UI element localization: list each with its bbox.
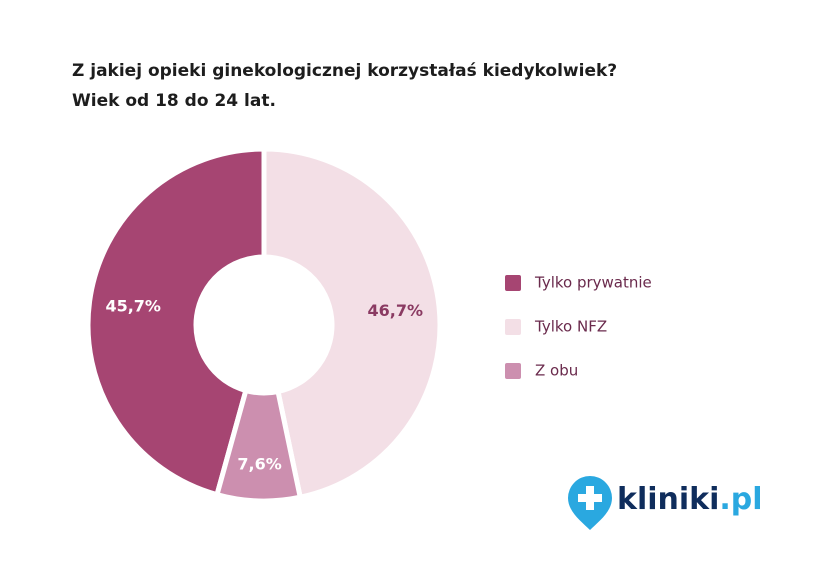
chart-subtitle: Wiek od 18 do 24 lat. xyxy=(72,91,276,111)
legend-label: Tylko NFZ xyxy=(534,318,607,336)
value-label: 46,7% xyxy=(368,301,424,320)
value-label: 7,6% xyxy=(237,454,281,473)
logo: kliniki.pl xyxy=(568,476,763,530)
legend-swatch xyxy=(505,319,521,335)
legend-swatch xyxy=(505,363,521,379)
legend-swatch xyxy=(505,275,521,291)
chart-title: Z jakiej opieki ginekologicznej korzysta… xyxy=(72,61,617,81)
slice xyxy=(213,387,304,504)
logo-text: kliniki.pl xyxy=(617,482,763,517)
slice xyxy=(261,146,443,501)
logo-cross xyxy=(578,486,602,510)
legend-label: Tylko prywatnie xyxy=(534,274,652,292)
slice xyxy=(85,146,267,498)
logo-name: kliniki xyxy=(617,482,719,517)
legend-label: Z obu xyxy=(535,362,578,380)
logo-domain: .pl xyxy=(719,482,762,517)
value-label: 45,7% xyxy=(105,297,161,316)
